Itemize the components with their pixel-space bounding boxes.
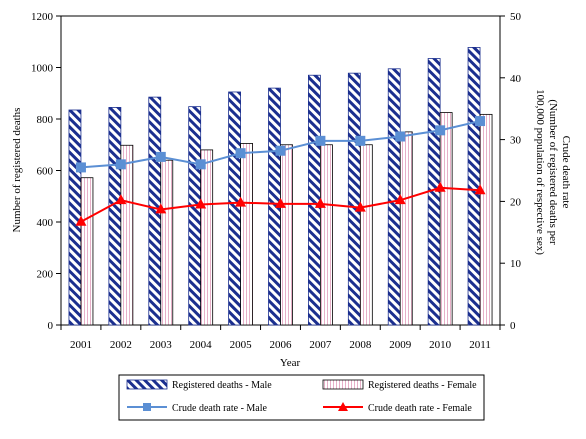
bar-female <box>200 149 214 326</box>
point-crude-rate-male <box>475 116 486 127</box>
y-tick-label: 0 <box>48 320 54 332</box>
point-crude-rate-female <box>275 197 286 208</box>
point-crude-rate-male <box>395 131 406 142</box>
x-tick-label: 2009 <box>389 339 412 351</box>
point-crude-rate-female <box>314 197 326 208</box>
x-tick-label: 2008 <box>349 339 372 351</box>
point-crude-rate-male <box>315 135 326 146</box>
bar-female <box>359 144 373 326</box>
x-tick-label: 2010 <box>429 339 452 351</box>
left-axis: 0 200 400 600 800 1000 1200 <box>31 11 61 332</box>
x-tick-label: 2001 <box>70 339 92 351</box>
point-crude-rate-male <box>195 159 206 170</box>
point-crude-rate-male <box>155 151 166 162</box>
right-axis: 0 10 20 30 40 50 <box>500 11 522 332</box>
y2-tick-label: 30 <box>510 135 522 147</box>
bar-male <box>467 47 481 326</box>
legend-label-male-bar: Registered deaths - Male <box>172 380 272 391</box>
legend-swatch-male-bar <box>126 379 168 390</box>
bar-female <box>120 144 134 326</box>
point-crude-rate-male <box>275 145 286 156</box>
point-crude-rate-male <box>235 148 246 159</box>
y-tick-label: 400 <box>37 217 54 229</box>
lines-layer <box>75 116 486 226</box>
x-tick-label: 2006 <box>270 339 293 351</box>
point-crude-rate-female <box>235 196 247 207</box>
legend-swatch-female-bar <box>322 379 364 390</box>
y2-axis-title-line2: (Number of registered deaths per <box>547 99 559 245</box>
legend: Registered deaths - Male Registered deat… <box>118 374 485 421</box>
bar-male <box>308 74 321 326</box>
point-crude-rate-male <box>75 162 86 173</box>
x-axis-title: Year <box>280 357 301 369</box>
bar-female <box>80 177 94 326</box>
legend-label-male-line: Crude death rate - Male <box>172 403 268 414</box>
bar-female <box>399 131 413 326</box>
x-tick-label: 2003 <box>150 339 173 351</box>
y2-tick-label: 0 <box>510 320 516 332</box>
bar-female <box>160 159 174 326</box>
point-crude-rate-male <box>115 159 126 170</box>
bar-male <box>68 109 82 326</box>
point-crude-rate-female <box>115 194 127 205</box>
y2-axis-title-line1: Crude death rate <box>560 136 572 209</box>
bar-male <box>188 106 202 326</box>
point-crude-rate-female <box>75 215 87 226</box>
point-crude-rate-female <box>195 198 207 209</box>
y2-axis-title-line3: 100,000 population of respective sex) <box>534 89 546 255</box>
y2-tick-label: 50 <box>510 11 522 23</box>
point-crude-rate-female <box>394 194 406 205</box>
y2-tick-label: 40 <box>510 73 522 85</box>
x-axis: 2001 2002 2003 2004 2005 2006 2007 2008 2009 2010… <box>60 325 501 351</box>
bar-male <box>228 91 241 326</box>
y-tick-label: 600 <box>37 166 54 178</box>
point-crude-rate-female <box>155 203 167 214</box>
bar-male <box>347 72 361 326</box>
point-crude-rate-male <box>435 125 446 136</box>
legend-label-female-bar: Registered deaths - Female <box>368 380 477 391</box>
y-axis-title: Number of registered deaths <box>11 108 23 233</box>
point-crude-rate-male <box>355 135 366 146</box>
legend-marker-female-line <box>338 402 348 411</box>
x-tick-label: 2004 <box>190 339 213 351</box>
point-crude-rate-female <box>434 181 446 192</box>
bar-male <box>387 68 401 326</box>
bar-female <box>240 143 253 326</box>
y-tick-label: 800 <box>37 114 54 126</box>
x-tick-label: 2011 <box>469 339 491 351</box>
legend-label-female-line: Crude death rate - Female <box>368 403 472 414</box>
x-tick-label: 2007 <box>309 339 332 351</box>
bar-female <box>280 144 293 326</box>
x-tick-label: 2005 <box>230 339 253 351</box>
bar-female <box>320 144 333 326</box>
bar-male <box>108 107 122 326</box>
legend-box <box>118 374 485 421</box>
y2-tick-label: 20 <box>510 196 522 208</box>
bar-female <box>479 113 493 326</box>
point-crude-rate-female <box>354 201 366 212</box>
legend-marker-male-line <box>143 403 151 411</box>
bar-female <box>439 112 453 326</box>
y-tick-label: 1200 <box>31 11 54 23</box>
y2-tick-label: 10 <box>510 258 522 270</box>
point-crude-rate-female <box>474 184 486 195</box>
x-tick-label: 2002 <box>110 339 132 351</box>
y-tick-label: 1000 <box>31 63 54 75</box>
y-tick-label: 200 <box>37 269 54 281</box>
